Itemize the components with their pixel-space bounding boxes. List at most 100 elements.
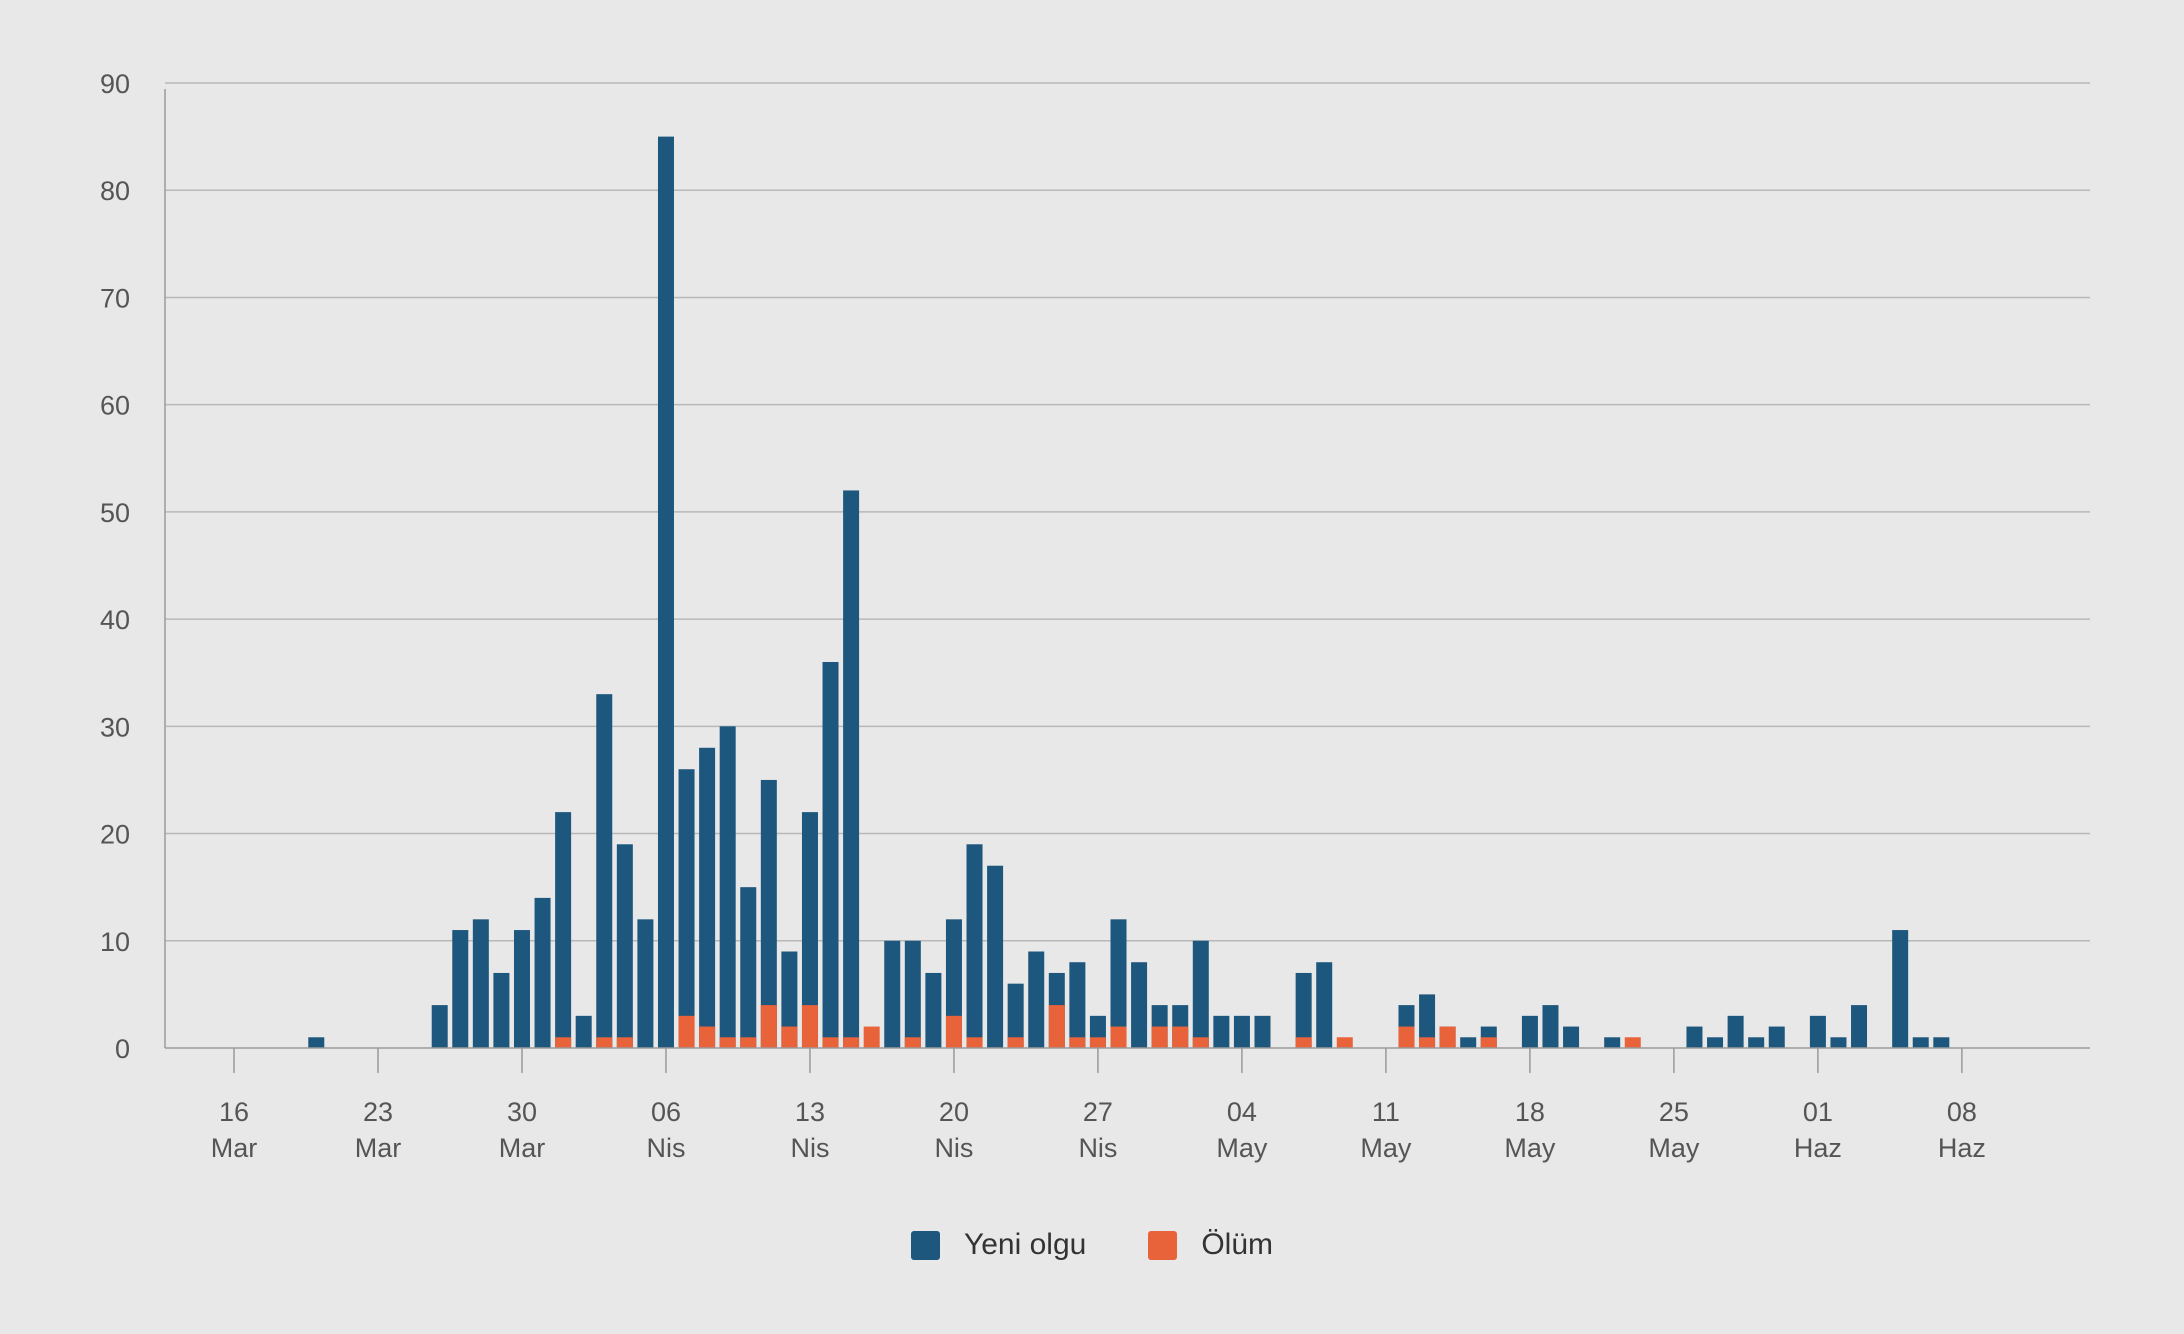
y-tick-label: 0 <box>115 1034 130 1064</box>
bar-yeni-olgu <box>1295 972 1312 1048</box>
x-tick-day-label: 23 <box>363 1097 393 1127</box>
bar-yeni-olgu <box>1707 1037 1724 1048</box>
bar-yeni-olgu <box>1460 1037 1477 1048</box>
bar-yeni-olgu <box>1892 930 1909 1048</box>
bar-yeni-olgu <box>925 972 942 1048</box>
bar-yeni-olgu <box>1809 1015 1826 1048</box>
x-axis: 16 Mar 23 Mar 30 Mar 06 Nis 13 Nis 20 Nis 27 Nis 04 May… <box>165 1047 2090 1163</box>
grid-lines <box>164 82 2090 1048</box>
bar-yeni-olgu <box>555 812 572 1048</box>
bar-olum <box>1172 1026 1189 1048</box>
bar-yeni-olgu <box>513 930 530 1048</box>
x-tick-day-label: 20 <box>939 1097 969 1127</box>
bar-olum <box>1192 1037 1209 1048</box>
bar-olum <box>740 1037 757 1048</box>
bar-yeni-olgu <box>452 930 469 1048</box>
x-tick-day-label: 27 <box>1083 1097 1113 1127</box>
bar-olum <box>678 1015 695 1048</box>
legend-label-yeni-olgu: Yeni olgu <box>963 1228 1087 1261</box>
bar-yeni-olgu <box>966 844 983 1048</box>
bar-yeni-olgu <box>1542 1005 1559 1048</box>
bar-olum <box>1398 1026 1415 1048</box>
bar-olum <box>616 1037 633 1048</box>
x-tick-month-label: Nis <box>790 1133 829 1163</box>
bar-yeni-olgu <box>1686 1026 1703 1048</box>
bar-yeni-olgu <box>1851 1005 1868 1048</box>
bar-olum <box>822 1037 839 1048</box>
x-tick-day-label: 01 <box>1803 1097 1833 1127</box>
y-tick-label: 20 <box>100 820 130 850</box>
bar-yeni-olgu <box>1748 1037 1765 1048</box>
bar-yeni-olgu <box>575 1015 592 1048</box>
y-tick-label: 50 <box>100 498 130 528</box>
x-tick-day-label: 11 <box>1372 1097 1400 1127</box>
bar-yeni-olgu <box>1604 1037 1621 1048</box>
bar-yeni-olgu <box>1213 1015 1230 1048</box>
bar-yeni-olgu <box>740 887 757 1048</box>
x-tick-month-label: Mar <box>211 1133 258 1163</box>
x-tick-day-label: 13 <box>795 1097 825 1127</box>
bar-olum <box>801 1005 818 1048</box>
bar-yeni-olgu <box>1028 951 1045 1048</box>
bar-yeni-olgu <box>1254 1015 1271 1048</box>
bar-olum <box>760 1005 777 1048</box>
bar-olum <box>904 1037 921 1048</box>
bar-yeni-olgu <box>657 136 674 1049</box>
bar-olum <box>1336 1037 1353 1048</box>
bar-yeni-olgu <box>781 951 798 1048</box>
bar-yeni-olgu <box>637 919 654 1048</box>
bar-yeni-olgu <box>1419 994 1436 1048</box>
bar-yeni-olgu <box>719 726 736 1048</box>
bar-yeni-olgu <box>1007 983 1024 1048</box>
x-tick-month-label: Haz <box>1938 1133 1986 1163</box>
bar-yeni-olgu <box>431 1005 448 1048</box>
x-tick-month-label: May <box>1216 1133 1268 1163</box>
y-tick-label: 70 <box>100 283 130 313</box>
bar-yeni-olgu <box>534 897 551 1048</box>
x-tick-day-label: 18 <box>1515 1097 1545 1127</box>
bar-yeni-olgu <box>1933 1037 1950 1048</box>
bar-olum <box>596 1037 613 1048</box>
y-tick-label: 40 <box>100 605 130 635</box>
y-tick-label: 30 <box>100 712 130 742</box>
bar-yeni-olgu <box>1768 1026 1785 1048</box>
bars <box>308 136 1950 1049</box>
bar-yeni-olgu <box>822 662 839 1048</box>
bar-yeni-olgu <box>678 769 695 1048</box>
bar-yeni-olgu <box>1912 1037 1929 1048</box>
x-tick-month-label: Nis <box>1078 1133 1117 1163</box>
bar-olum <box>966 1037 983 1048</box>
x-tick-day-label: 06 <box>651 1097 681 1127</box>
bar-yeni-olgu <box>472 919 489 1048</box>
x-tick-day-label: 25 <box>1659 1097 1689 1127</box>
x-tick-day-label: 04 <box>1227 1097 1257 1127</box>
bar-olum <box>1419 1037 1436 1048</box>
legend-swatch-olum <box>1148 1230 1178 1260</box>
bar-olum <box>945 1015 962 1048</box>
bar-olum <box>1048 1005 1065 1048</box>
bar-yeni-olgu <box>596 694 613 1048</box>
bar-olum <box>1439 1026 1456 1048</box>
x-tick-month-label: Haz <box>1794 1133 1842 1163</box>
bar-olum <box>1480 1037 1497 1048</box>
y-tick-label: 10 <box>100 927 130 957</box>
legend-swatch-yeni-olgu <box>910 1230 940 1260</box>
legend-item-olum: Ölüm <box>1148 1228 1273 1262</box>
y-tick-label: 80 <box>100 176 130 206</box>
bar-yeni-olgu <box>801 812 818 1048</box>
x-tick-month-label: Mar <box>499 1133 546 1163</box>
bar-yeni-olgu <box>884 940 901 1048</box>
bar-yeni-olgu <box>904 940 921 1048</box>
bar-olum <box>1110 1026 1127 1048</box>
bar-yeni-olgu <box>616 844 633 1048</box>
bar-olum <box>1624 1037 1641 1048</box>
bar-olum <box>719 1037 736 1048</box>
legend-item-yeni-olgu: Yeni olgu <box>910 1228 1087 1262</box>
bar-olum <box>1007 1037 1024 1048</box>
x-tick-month-label: Nis <box>934 1133 973 1163</box>
x-tick-day-label: 30 <box>507 1097 537 1127</box>
bar-olum <box>1295 1037 1312 1048</box>
legend-label-olum: Ölüm <box>1201 1228 1274 1261</box>
bar-yeni-olgu <box>1069 962 1086 1048</box>
